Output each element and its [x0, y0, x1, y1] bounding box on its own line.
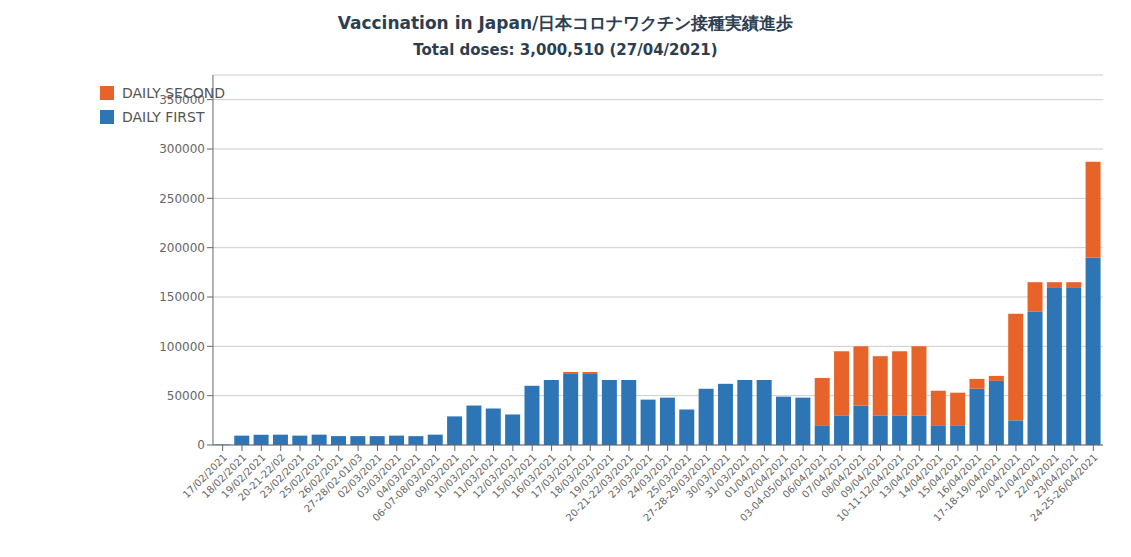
- svg-text:24-25-26/04/2021: 24-25-26/04/2021: [1028, 452, 1100, 524]
- svg-text:150000: 150000: [159, 290, 205, 304]
- svg-text:250000: 250000: [159, 192, 205, 206]
- svg-text:200000: 200000: [159, 241, 205, 255]
- svg-text:350000: 350000: [159, 93, 205, 107]
- svg-text:300000: 300000: [159, 142, 205, 156]
- svg-text:50000: 50000: [167, 389, 205, 403]
- svg-text:0: 0: [197, 438, 205, 452]
- svg-text:100000: 100000: [159, 340, 205, 354]
